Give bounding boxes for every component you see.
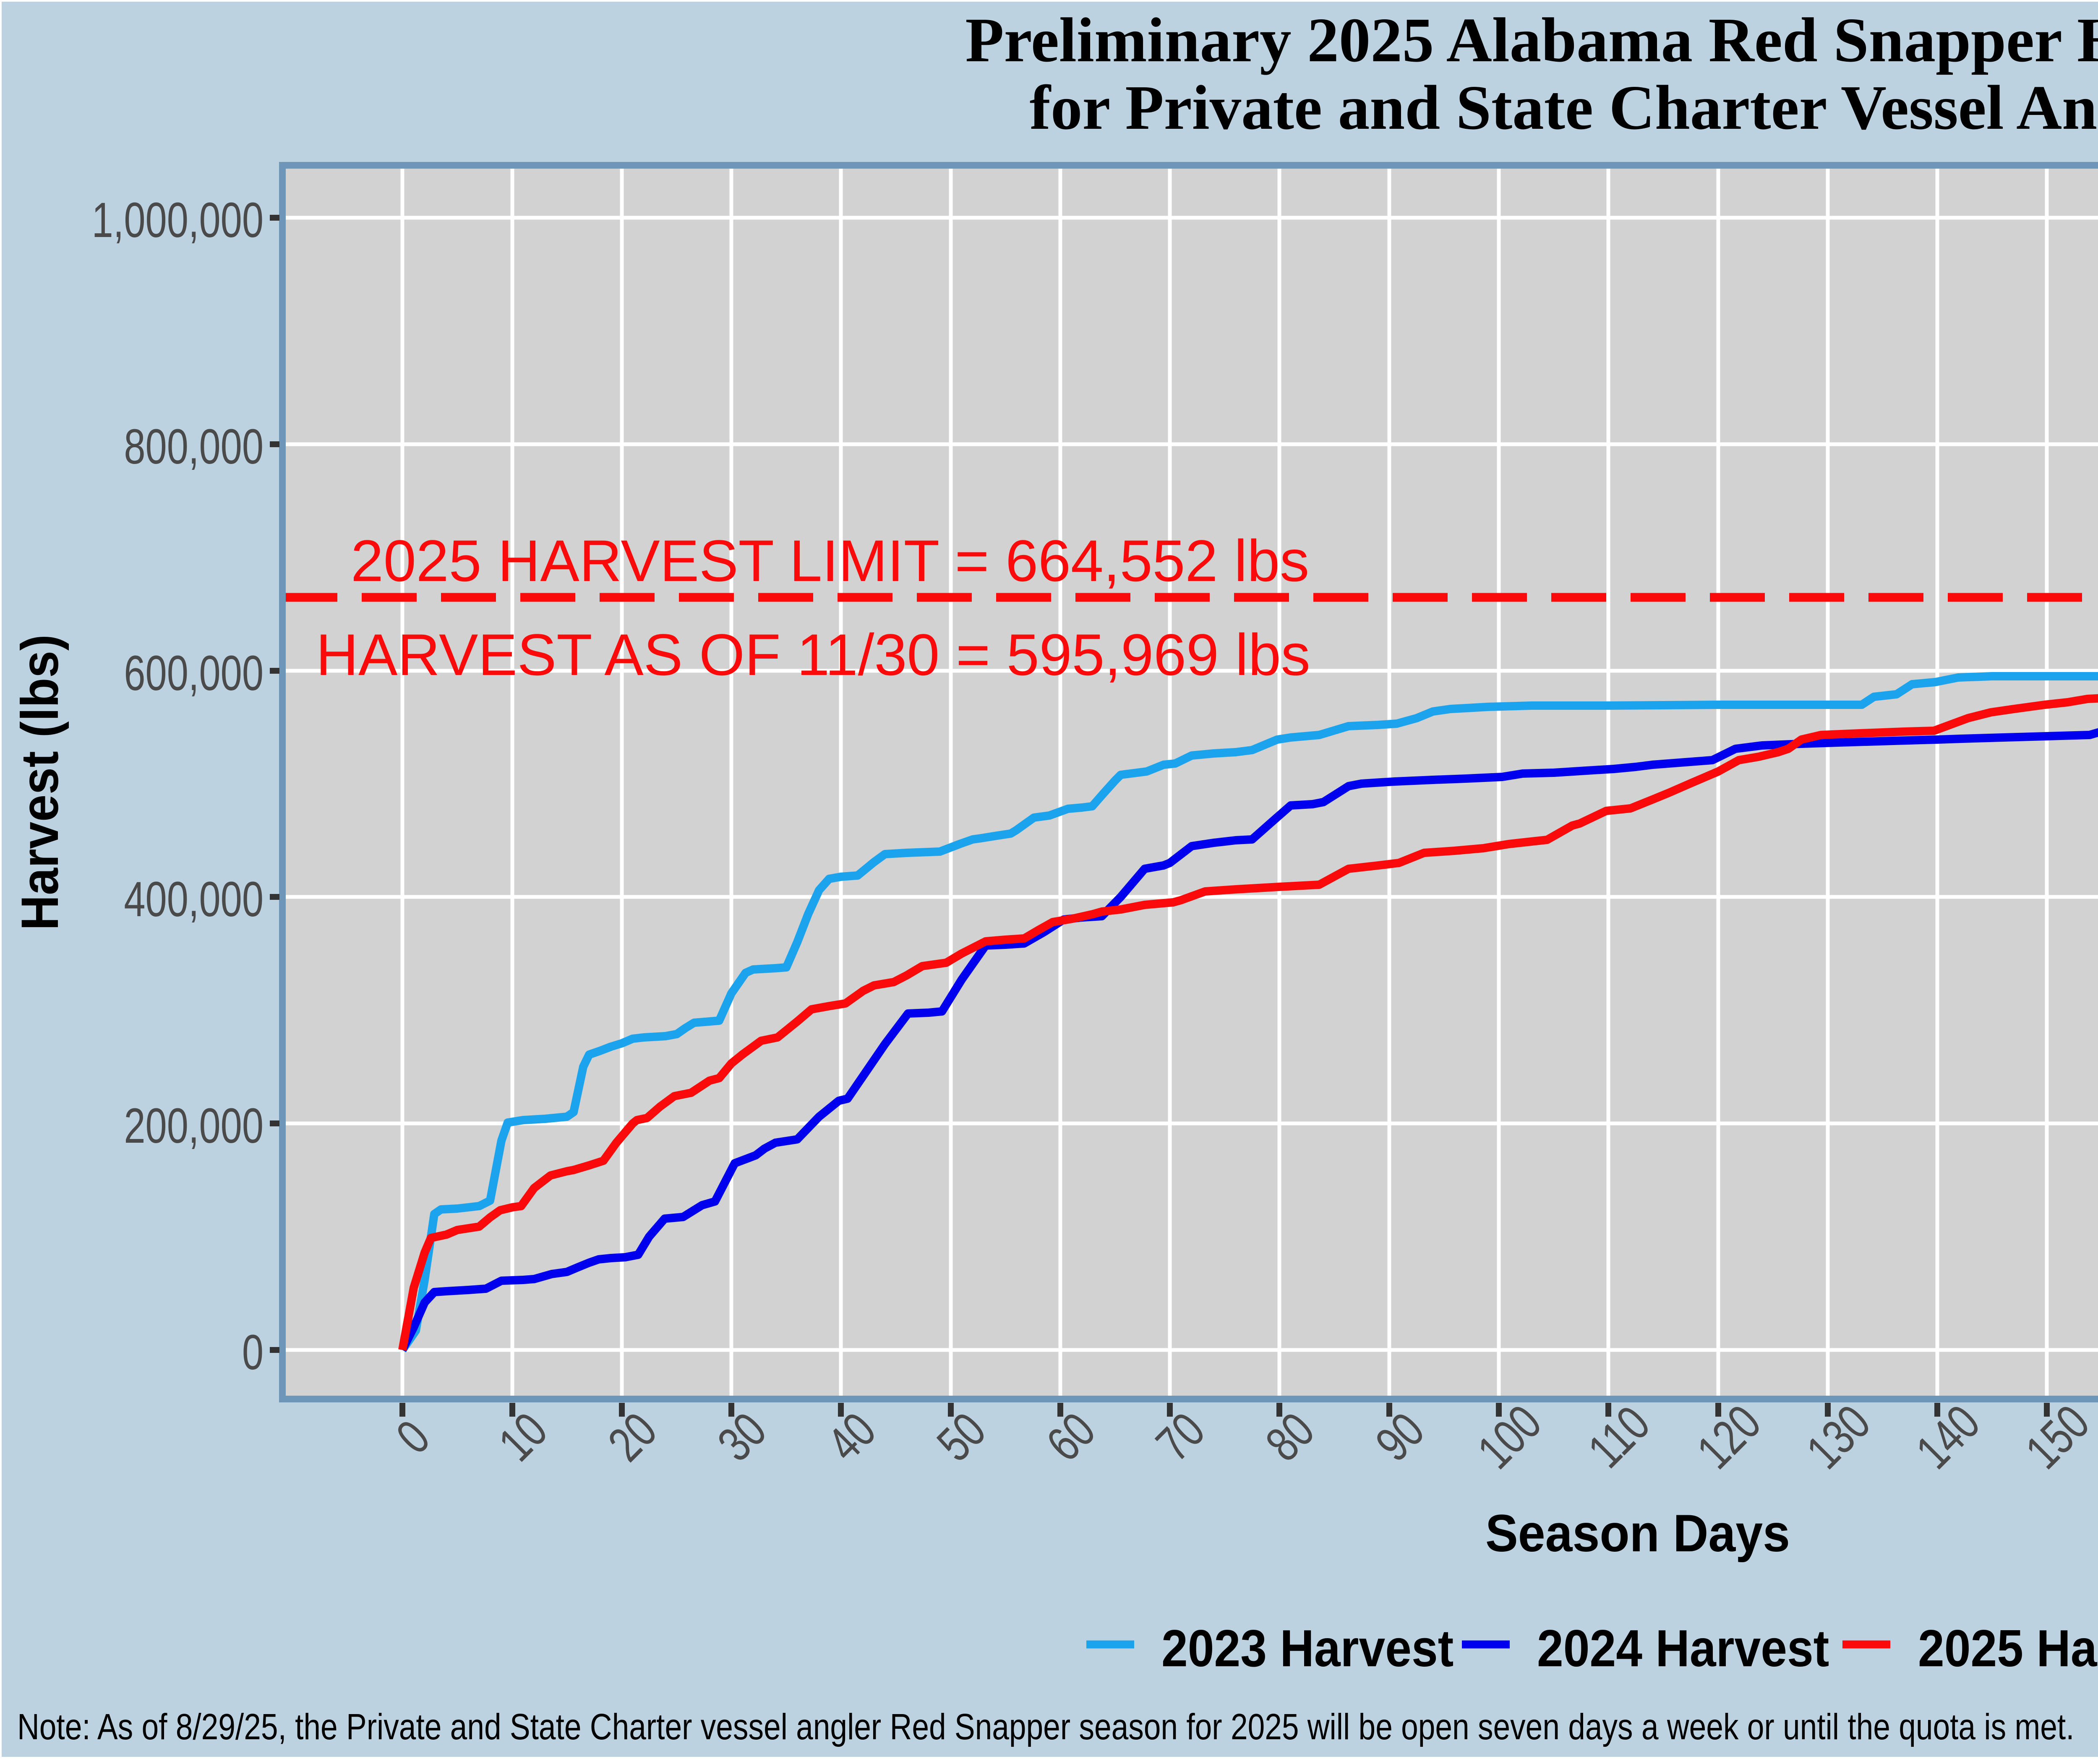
svg-text:for Private and State Charter: for Private and State Charter Vessel Ang… xyxy=(1030,72,2098,143)
svg-text:600,000: 600,000 xyxy=(124,646,264,701)
svg-text:2024 Harvest: 2024 Harvest xyxy=(1537,1620,1829,1678)
svg-text:400,000: 400,000 xyxy=(124,872,264,927)
svg-text:Preliminary 2025 Alabama Red S: Preliminary 2025 Alabama Red Snapper Har… xyxy=(965,5,2098,75)
svg-text:0: 0 xyxy=(242,1325,264,1380)
svg-text:2025 HARVEST LIMIT = 664,552 l: 2025 HARVEST LIMIT = 664,552 lbs xyxy=(351,528,1309,594)
svg-text:Harvest (lbs): Harvest (lbs) xyxy=(10,634,69,930)
svg-text:2023 Harvest: 2023 Harvest xyxy=(1161,1620,1453,1678)
svg-text:200,000: 200,000 xyxy=(124,1098,264,1154)
svg-text:1,000,000: 1,000,000 xyxy=(92,193,264,248)
svg-text:Season Days: Season Days xyxy=(1485,1504,1790,1563)
svg-text:2025 Harvest: 2025 Harvest xyxy=(1918,1620,2098,1678)
svg-text:HARVEST AS OF 11/30 = 595,969: HARVEST AS OF 11/30 = 595,969 lbs xyxy=(316,622,1310,688)
svg-text:800,000: 800,000 xyxy=(124,419,264,474)
svg-text:Note: As of 8/29/25, the Priva: Note: As of 8/29/25, the Private and Sta… xyxy=(17,1707,2075,1747)
